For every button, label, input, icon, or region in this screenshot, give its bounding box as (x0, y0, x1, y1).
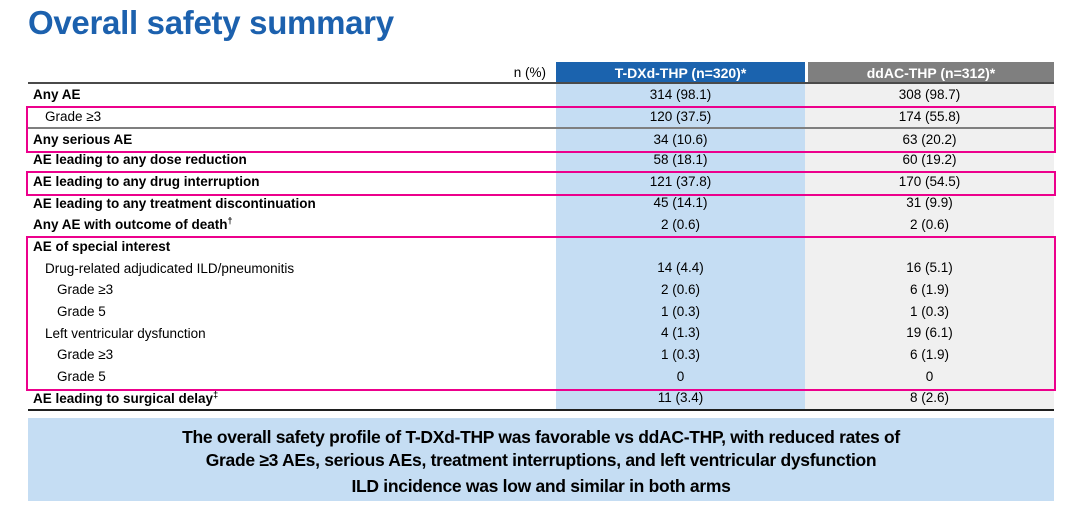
row-label: Grade ≥3 (45, 108, 102, 124)
cell-tdxd-thp: 121 (37.8) (556, 170, 805, 193)
cell-ddac-thp: 174 (55.8) (805, 105, 1054, 128)
table-row: Any AE 314 (98.1) 308 (98.7) (28, 84, 1054, 106)
table-row: Grade ≥3 120 (37.5) 174 (55.8) (28, 105, 1054, 128)
cell-tdxd-thp: 34 (10.6) (556, 129, 805, 149)
row-label: AE leading to surgical delay‡ (33, 390, 219, 406)
cell-ddac-thp: 60 (19.2) (805, 148, 1054, 171)
row-label: Drug-related adjudicated ILD/pneumonitis (45, 260, 295, 276)
row-label: Left ventricular dysfunction (45, 325, 206, 341)
cell-tdxd-thp: 2 (0.6) (556, 213, 805, 236)
table-row: Grade 5 1 (0.3) 1 (0.3) (28, 300, 1054, 323)
cell-ddac-thp: 2 (0.6) (805, 213, 1054, 236)
table-row: Grade ≥3 2 (0.6) 6 (1.9) (28, 278, 1054, 301)
cell-tdxd-thp: 45 (14.1) (556, 192, 805, 214)
table-body: Any AE 314 (98.1) 308 (98.7) Grade ≥3 12… (28, 84, 1054, 411)
table-row: AE leading to any dose reduction 58 (18.… (28, 148, 1054, 171)
table-row: Any AE with outcome of death† 2 (0.6) 2 … (28, 213, 1054, 236)
cell-ddac-thp: 6 (1.9) (805, 278, 1054, 301)
cell-ddac-thp: 19 (6.1) (805, 322, 1054, 344)
table-row: Grade ≥3 1 (0.3) 6 (1.9) (28, 343, 1054, 366)
cell-ddac-thp: 308 (98.7) (805, 84, 1054, 106)
row-label: Grade 5 (57, 368, 106, 384)
summary-line-3: ILD incidence was low and similar in bot… (351, 476, 731, 496)
cell-tdxd-thp: 314 (98.1) (556, 84, 805, 106)
cell-ddac-thp (805, 235, 1054, 258)
cell-tdxd-thp: 0 (556, 365, 805, 388)
table-row: Drug-related adjudicated ILD/pneumonitis… (28, 257, 1054, 279)
cell-ddac-thp: 8 (2.6) (805, 387, 1054, 409)
row-label: Grade ≥3 (57, 282, 114, 298)
safety-table: n (%) T-DXd-THP (n=320)* ddAC-THP (n=312… (26, 62, 1056, 411)
cell-ddac-thp: 0 (805, 365, 1054, 388)
cell-ddac-thp: 31 (9.9) (805, 192, 1054, 214)
cell-ddac-thp: 63 (20.2) (805, 129, 1054, 149)
cell-tdxd-thp: 14 (4.4) (556, 257, 805, 279)
row-label: Any serious AE (33, 131, 133, 147)
row-label: AE leading to any treatment discontinuat… (33, 195, 316, 211)
row-label: Any AE (33, 87, 81, 103)
cell-ddac-thp: 1 (0.3) (805, 300, 1054, 323)
table-header-row: n (%) T-DXd-THP (n=320)* ddAC-THP (n=312… (28, 62, 1054, 84)
cell-tdxd-thp (556, 235, 805, 258)
table-row: Grade 5 0 0 (28, 365, 1054, 388)
table-row: Left ventricular dysfunction 4 (1.3) 19 … (28, 322, 1054, 344)
table-row: Any serious AE 34 (10.6) 63 (20.2) (28, 127, 1054, 149)
cell-tdxd-thp: 4 (1.3) (556, 322, 805, 344)
row-label: Any AE with outcome of death† (33, 217, 233, 233)
unit-label: n (%) (513, 65, 546, 80)
row-label: AE leading to any dose reduction (33, 152, 247, 168)
column-header-ddac-thp: ddAC-THP (n=312)* (808, 62, 1054, 82)
cell-ddac-thp: 16 (5.1) (805, 257, 1054, 279)
cell-tdxd-thp: 58 (18.1) (556, 148, 805, 171)
summary-line-1: The overall safety profile of T-DXd-THP … (182, 427, 900, 447)
cell-tdxd-thp: 2 (0.6) (556, 278, 805, 301)
cell-tdxd-thp: 11 (3.4) (556, 387, 805, 409)
row-label: Grade 5 (57, 303, 106, 319)
cell-tdxd-thp: 1 (0.3) (556, 343, 805, 366)
column-header-tdxd-thp: T-DXd-THP (n=320)* (556, 62, 805, 82)
page-title: Overall safety summary (28, 4, 394, 41)
summary-box: The overall safety profile of T-DXd-THP … (28, 418, 1054, 501)
table-row: AE of special interest (28, 235, 1054, 258)
summary-line-2: Grade ≥3 AEs, serious AEs, treatment int… (205, 450, 877, 470)
row-label: AE leading to any drug interruption (33, 173, 260, 189)
cell-ddac-thp: 170 (54.5) (805, 170, 1054, 193)
row-label: Grade ≥3 (57, 347, 114, 363)
cell-ddac-thp: 6 (1.9) (805, 343, 1054, 366)
table-row: AE leading to any drug interruption 121 … (28, 170, 1054, 193)
table-row: AE leading to any treatment discontinuat… (28, 192, 1054, 214)
table-row: AE leading to surgical delay‡ 11 (3.4) 8… (28, 387, 1054, 409)
cell-tdxd-thp: 120 (37.5) (556, 105, 805, 128)
cell-tdxd-thp: 1 (0.3) (556, 300, 805, 323)
row-label: AE of special interest (33, 238, 171, 254)
